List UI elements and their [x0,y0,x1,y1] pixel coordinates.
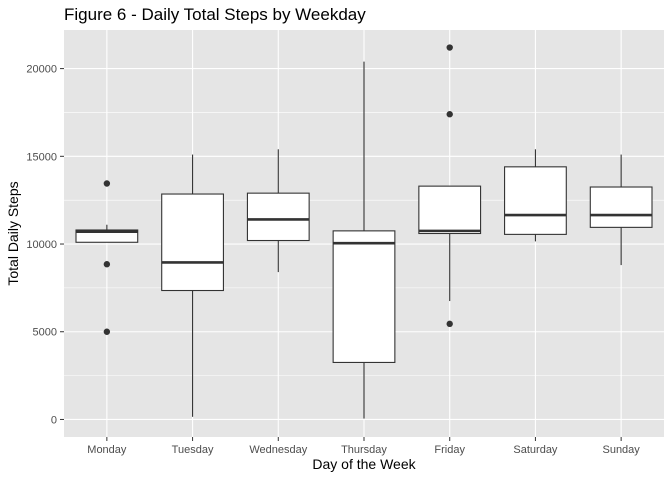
box-saturday [504,149,567,242]
y-tick-label: 5000 [33,327,57,339]
outlier-point [103,261,111,268]
y-tick-label: 0 [51,414,57,426]
y-axis-title: Total Daily Steps [5,181,21,285]
box-sunday [589,154,653,266]
box-iqr [161,193,224,292]
box-iqr [75,229,139,243]
outlier-point [446,111,453,118]
y-axis: 0 5000 10000 15000 20000 [26,64,64,426]
outlier-point [446,44,453,51]
box-friday [418,44,482,328]
box-tuesday [161,154,224,417]
outlier-point [103,180,111,187]
y-tick-label: 10000 [26,239,57,251]
boxes-layer [75,44,653,419]
box-iqr [418,185,482,235]
outlier-point [446,320,453,328]
box-iqr [504,166,567,235]
box-iqr [589,186,653,228]
x-tick-label: Thursday [341,444,387,456]
box-iqr [246,192,310,242]
x-axis-title: Day of the Week [312,456,416,472]
x-tick-label: Saturday [513,444,558,456]
box-iqr [332,230,396,363]
x-tick-label: Monday [87,444,127,456]
box-thursday [332,61,396,419]
y-tick-label: 20000 [26,64,57,76]
box-wednesday [246,149,310,273]
x-tick-label: Tuesday [172,444,214,456]
chart-title: Figure 6 - Daily Total Steps by Weekday [64,5,366,24]
x-axis: Monday Tuesday Wednesday Thursday Friday Satu… [87,437,640,456]
y-tick-label: 15000 [26,151,57,163]
box-monday [75,180,139,335]
x-tick-label: Wednesday [249,444,307,456]
x-tick-label: Sunday [602,444,640,456]
x-tick-label: Friday [434,444,465,456]
outlier-point [103,328,111,335]
